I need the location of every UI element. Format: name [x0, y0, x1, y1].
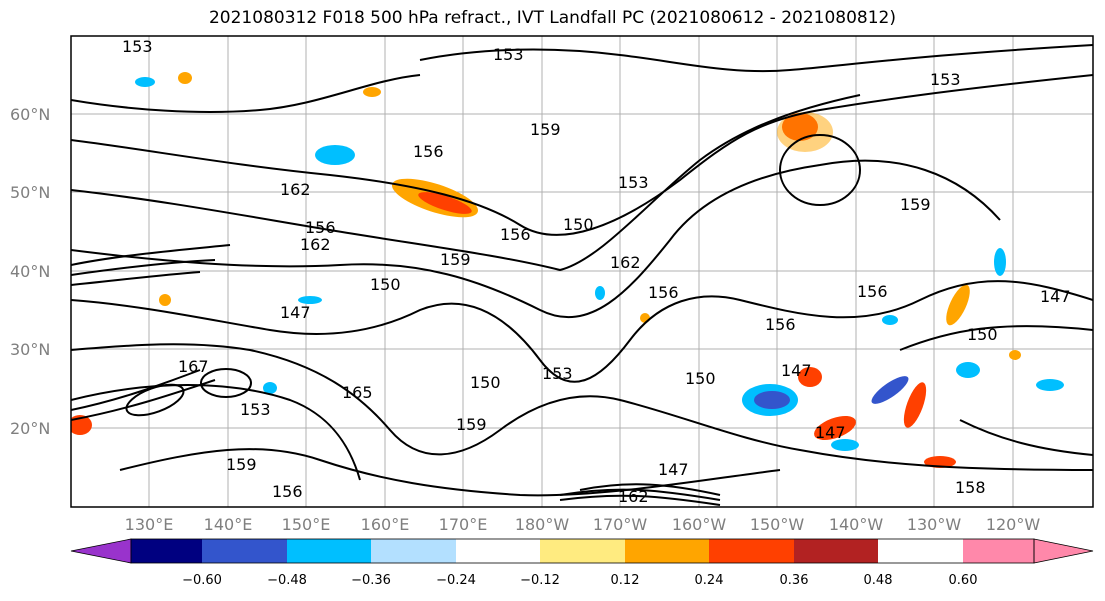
contour-label: 159 [226, 455, 257, 474]
contour-label: 153 [618, 173, 649, 192]
plot-frame [70, 35, 1094, 508]
lon-label: 130°W [906, 515, 962, 534]
contour-label: 153 [240, 400, 271, 419]
contour-label: 156 [765, 315, 796, 334]
lon-label: 170°W [592, 515, 648, 534]
contour-label: 150 [967, 325, 998, 344]
contour-label: 156 [413, 142, 444, 161]
contour-label: 159 [530, 120, 561, 139]
lat-label: 20°N [10, 419, 51, 438]
contour-label: 147 [815, 423, 846, 442]
colorbar-tick-label: 0.36 [779, 573, 809, 588]
contour-label: 167 [178, 357, 209, 376]
geopotential-contours [71, 44, 1093, 506]
contour-label: 150 [563, 215, 594, 234]
contour-label: 156 [857, 282, 888, 301]
colorbar-tick-label: 0.12 [610, 573, 640, 588]
contour-label: 165 [342, 383, 373, 402]
contour-label: 159 [900, 195, 931, 214]
lat-label: 40°N [10, 262, 51, 281]
colorbar-tick-label: −0.24 [436, 573, 476, 588]
contour-label: 156 [305, 218, 336, 237]
colorbar-tick-label: −0.60 [182, 573, 222, 588]
lon-label: 160°E [360, 515, 410, 534]
contour-label: 150 [370, 275, 401, 294]
contour-label: 156 [648, 283, 679, 302]
map-title: 2021080312 F018 500 hPa refract., IVT La… [208, 8, 896, 28]
lat-label: 50°N [10, 183, 51, 202]
contour-label: 162 [610, 253, 641, 272]
contour-label: 162 [618, 487, 649, 506]
lon-label: 120°W [985, 515, 1041, 534]
lon-label: 150°W [749, 515, 805, 534]
gridlines [71, 36, 1093, 507]
contour-label: 147 [781, 361, 812, 380]
anomaly-patches [71, 72, 1064, 468]
colorbar-tick-label: 0.48 [863, 573, 893, 588]
contour-label: 162 [300, 235, 331, 254]
contour-label: 156 [500, 225, 531, 244]
contour-label: 150 [470, 373, 501, 392]
lon-label: 180°W [514, 515, 570, 534]
colorbar-tick-label: −0.48 [267, 573, 307, 588]
lon-label: 140°W [828, 515, 884, 534]
lat-label: 30°N [10, 340, 51, 359]
contour-label: 147 [658, 460, 689, 479]
contour-label: 147 [1040, 287, 1071, 306]
lat-label: 60°N [10, 105, 51, 124]
contour-label: 147 [280, 303, 311, 322]
colorbar-tick-label: 0.60 [948, 573, 978, 588]
contour-label: 153 [542, 364, 573, 383]
contour-label: 158 [955, 478, 986, 497]
colorbar-tick-label: −0.36 [351, 573, 391, 588]
lon-label: 130°E [124, 515, 174, 534]
lon-label: 150°E [281, 515, 331, 534]
contour-labels: 153 153 156 156 156 159 159 159 162 162 … [122, 37, 1071, 506]
map-area: 153 153 156 156 156 159 159 159 162 162 … [71, 36, 1093, 507]
lon-label: 160°W [671, 515, 727, 534]
colorbar-tick-label: −0.12 [520, 573, 560, 588]
contour-label: 150 [685, 369, 716, 388]
contour-label: 159 [456, 415, 487, 434]
colorbar-tick-label: 0.24 [694, 573, 724, 588]
contour-label: 153 [122, 37, 153, 56]
lon-label: 140°E [203, 515, 253, 534]
contour-label: 153 [493, 45, 524, 64]
contour-label: 162 [280, 180, 311, 199]
contour-label: 156 [272, 482, 303, 501]
contour-label: 159 [440, 250, 471, 269]
contour-label: 153 [930, 70, 961, 89]
lon-label: 170°E [438, 515, 488, 534]
